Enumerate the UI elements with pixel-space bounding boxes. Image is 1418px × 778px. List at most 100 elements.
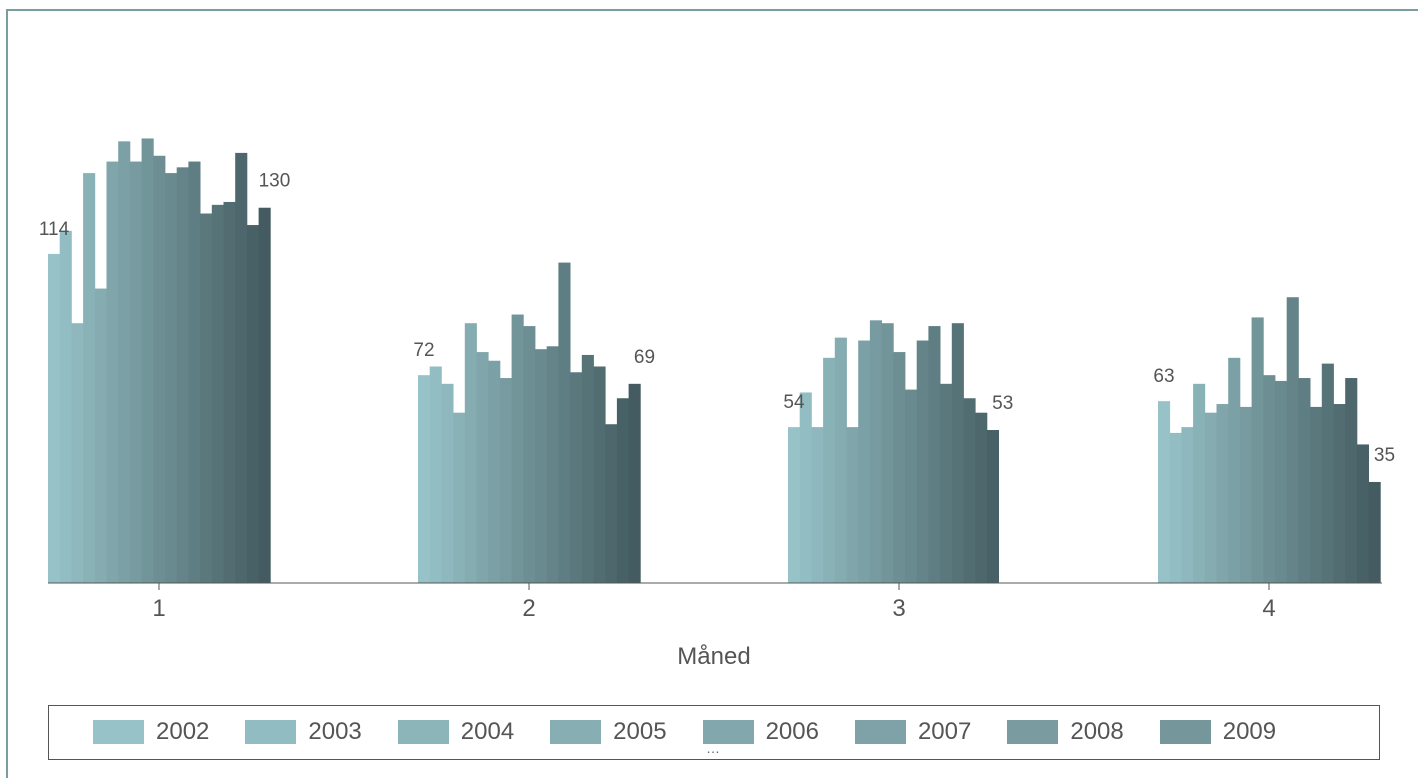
bar-month-4-series-17[interactable] bbox=[1345, 378, 1358, 583]
value-label-last: 69 bbox=[634, 347, 655, 368]
legend-swatch bbox=[1007, 720, 1059, 744]
legend-item-2008[interactable]: 2008 bbox=[1007, 718, 1124, 746]
bar-month-2-series-4[interactable] bbox=[453, 412, 466, 583]
bar-month-1-series-3[interactable] bbox=[71, 323, 84, 583]
bar-month-3-series-4[interactable] bbox=[823, 357, 836, 583]
bar-month-2-series-2[interactable] bbox=[429, 366, 442, 584]
bar-month-4-series-9[interactable] bbox=[1251, 317, 1264, 583]
bar-month-3-series-3[interactable] bbox=[811, 427, 824, 583]
bar-month-3-series-17[interactable] bbox=[975, 412, 988, 583]
bar-chart: 1 2 3 4 114 130 72 69 54 53 63 35 Måned bbox=[39, 138, 1395, 670]
bar-month-1-series-14[interactable] bbox=[200, 213, 213, 583]
bar-month-2-series-12[interactable] bbox=[546, 346, 559, 583]
bar-month-1-series-11[interactable] bbox=[165, 173, 178, 583]
bar-month-3-series-9[interactable] bbox=[881, 323, 894, 583]
bar-month-4-series-19[interactable] bbox=[1368, 481, 1381, 583]
legend-label: 2009 bbox=[1222, 718, 1277, 745]
value-label-last: 35 bbox=[1374, 445, 1395, 466]
bar-month-4-series-2[interactable] bbox=[1169, 432, 1182, 583]
bar-month-3-series-5[interactable] bbox=[834, 337, 847, 583]
bar-month-3-series-6[interactable] bbox=[846, 427, 859, 583]
bar-month-1-series-1[interactable] bbox=[48, 253, 61, 584]
bar-month-2-series-1[interactable] bbox=[418, 375, 431, 583]
legend-label: 2008 bbox=[1070, 718, 1124, 745]
legend-item-2009[interactable]: 2009 bbox=[1159, 718, 1277, 746]
bar-month-4-series-6[interactable] bbox=[1216, 404, 1229, 583]
bar-month-4-series-8[interactable] bbox=[1239, 406, 1252, 583]
bar-month-1-series-17[interactable] bbox=[235, 152, 248, 583]
bar-month-3-series-15[interactable] bbox=[951, 323, 964, 583]
bar-month-1-series-8[interactable] bbox=[129, 161, 142, 584]
bar-month-1-series-5[interactable] bbox=[94, 288, 107, 583]
bar-month-2-series-14[interactable] bbox=[570, 372, 583, 583]
bar-month-1-series-16[interactable] bbox=[223, 201, 236, 583]
legend-item-2006[interactable]: 2006 bbox=[702, 718, 819, 746]
bar-month-3-series-16[interactable] bbox=[963, 398, 976, 583]
bar-month-4-series-16[interactable] bbox=[1333, 404, 1346, 583]
bar-month-1-series-12[interactable] bbox=[176, 167, 189, 583]
bar-month-3-series-14[interactable] bbox=[940, 383, 953, 583]
bar-month-1-series-18[interactable] bbox=[246, 225, 259, 584]
bar-month-1-series-2[interactable] bbox=[59, 230, 72, 583]
bar-month-4-series-13[interactable] bbox=[1298, 378, 1311, 583]
bar-month-2-series-15[interactable] bbox=[581, 354, 594, 583]
bar-month-3-series-11[interactable] bbox=[905, 389, 918, 583]
bar-month-3-series-8[interactable] bbox=[869, 320, 882, 583]
bar-month-4-series-15[interactable] bbox=[1321, 363, 1334, 583]
bar-month-2-series-18[interactable] bbox=[616, 398, 629, 583]
bar-month-2-series-16[interactable] bbox=[593, 366, 606, 584]
legend-items: 2002 2003 2004 2005 2006 2007 2008 2009 bbox=[93, 717, 1312, 747]
bar-month-4-series-11[interactable] bbox=[1275, 380, 1288, 583]
bar-month-1-series-4[interactable] bbox=[83, 173, 96, 583]
bar-month-2-series-17[interactable] bbox=[605, 424, 618, 583]
bar-month-2-series-3[interactable] bbox=[441, 383, 454, 583]
bar-month-4-series-14[interactable] bbox=[1310, 406, 1323, 583]
bar-month-3-series-2[interactable] bbox=[799, 392, 812, 583]
bar-month-1-series-9[interactable] bbox=[141, 138, 154, 583]
bar-month-2-series-10[interactable] bbox=[523, 326, 536, 583]
legend-item-2003[interactable]: 2003 bbox=[245, 718, 362, 746]
bar-month-2-series-7[interactable] bbox=[488, 360, 501, 583]
legend-more-indicator[interactable]: … bbox=[706, 740, 721, 756]
bar-month-2-series-6[interactable] bbox=[476, 352, 489, 583]
bar-month-1-series-15[interactable] bbox=[211, 204, 224, 583]
bar-month-4-series-18[interactable] bbox=[1356, 444, 1369, 583]
bar-month-2-series-9[interactable] bbox=[511, 314, 524, 583]
bar-month-1-series-7[interactable] bbox=[118, 141, 131, 583]
bar-month-3-series-1[interactable] bbox=[788, 427, 801, 583]
bar-month-4-series-10[interactable] bbox=[1263, 375, 1276, 583]
chart-frame bbox=[6, 9, 1418, 778]
bar-month-3-series-12[interactable] bbox=[916, 340, 929, 583]
legend-label: 2005 bbox=[613, 718, 667, 745]
bar-month-4-series-3[interactable] bbox=[1181, 427, 1194, 583]
bar-month-2-series-8[interactable] bbox=[499, 378, 512, 583]
legend-label: 2004 bbox=[460, 718, 515, 745]
bar-month-4-series-12[interactable] bbox=[1286, 297, 1299, 583]
bar-month-1-series-6[interactable] bbox=[106, 161, 119, 584]
legend-item-2005[interactable]: 2005 bbox=[550, 718, 667, 746]
bar-month-3-series-18[interactable] bbox=[986, 430, 999, 583]
bar-month-2-series-5[interactable] bbox=[464, 323, 477, 583]
bar-month-4-series-4[interactable] bbox=[1193, 383, 1206, 583]
legend-item-2004[interactable]: 2004 bbox=[397, 718, 515, 746]
bar-month-2-series-19[interactable] bbox=[628, 383, 641, 583]
bar-month-3-series-7[interactable] bbox=[858, 340, 871, 583]
bar-month-2-series-11[interactable] bbox=[535, 349, 548, 583]
legend-swatch bbox=[854, 720, 906, 744]
bar-month-4-series-7[interactable] bbox=[1228, 357, 1241, 583]
bar-month-3-series-13[interactable] bbox=[928, 326, 941, 583]
bar-month-4-series-5[interactable] bbox=[1204, 412, 1217, 583]
legend-label: 2002 bbox=[156, 718, 210, 745]
legend-item-2007[interactable]: 2007 bbox=[854, 718, 971, 746]
legend-item-2002[interactable]: 2002 bbox=[93, 718, 209, 746]
bar-month-4-series-1[interactable] bbox=[1158, 401, 1171, 583]
bar-month-1-series-19[interactable] bbox=[258, 207, 271, 584]
bar-month-1-series-13[interactable] bbox=[188, 161, 201, 584]
bar-month-3-series-10[interactable] bbox=[893, 352, 906, 583]
value-labels: 114 130 72 69 54 53 63 35 bbox=[39, 171, 1395, 466]
value-label-first: 54 bbox=[783, 392, 805, 413]
value-label-last: 53 bbox=[992, 393, 1013, 414]
bar-month-1-series-10[interactable] bbox=[153, 155, 166, 583]
bar-month-2-series-13[interactable] bbox=[558, 262, 571, 583]
x-axis-ticks: 1 2 3 4 bbox=[152, 583, 1276, 622]
